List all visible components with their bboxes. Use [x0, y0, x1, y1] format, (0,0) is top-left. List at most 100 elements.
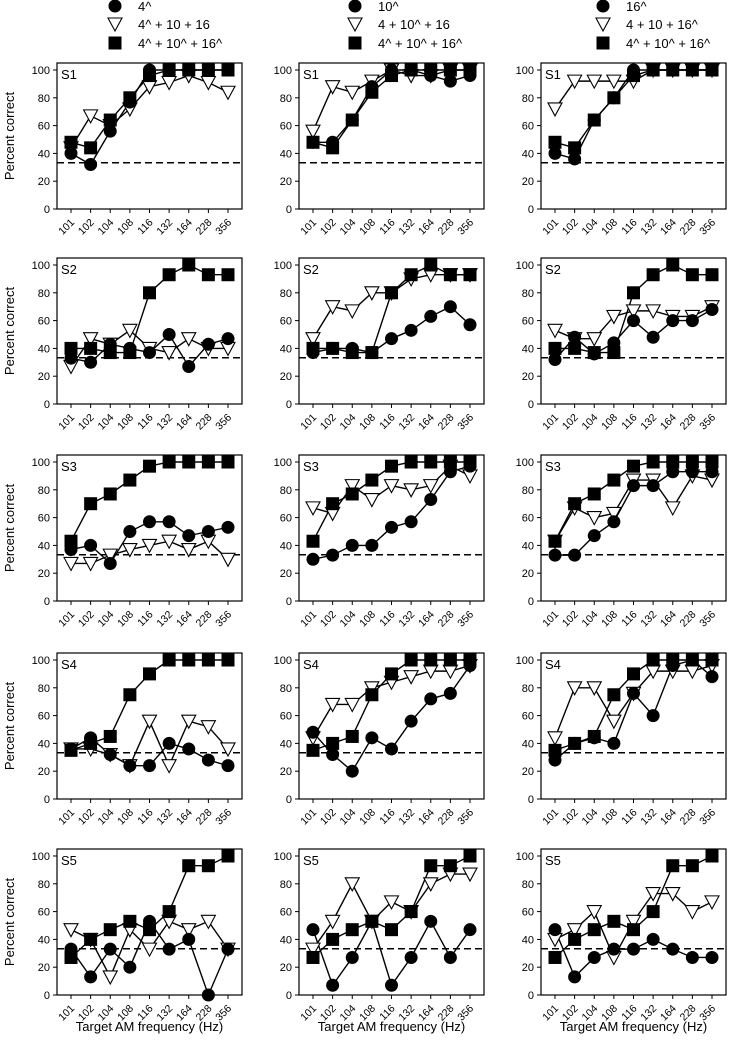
data-point-4hat [201, 988, 215, 1002]
data-point-4-plus-10hat-plus-16 [344, 304, 361, 320]
data-point-4hat [221, 759, 235, 773]
data-point-4hat-plus-10hat-plus-16hat [201, 455, 215, 469]
data-point-4hat-plus-10hat-plus-16hat [326, 341, 340, 355]
data-point-4hat-plus-10hat-plus-16hat [443, 268, 457, 282]
y-tick-label: 40 [38, 738, 50, 750]
data-point-16hat [548, 548, 562, 562]
data-point-4hat-plus-10-plus-16 [200, 720, 217, 735]
data-point-4-plus-10hat-plus-16 [305, 942, 321, 958]
y-tick-label: 80 [280, 288, 292, 300]
data-point-4hat [221, 520, 235, 534]
x-axis-title-col-1: Target AM frequency (Hz) [76, 1019, 223, 1034]
data-point-4hat-plus-10hat-plus-16hat [182, 455, 196, 469]
data-point-4-plus-10-plus-16hat [625, 304, 642, 320]
data-point-4hat-plus-10-plus-16 [220, 85, 236, 101]
data-point-4hat-plus-10hat-plus-16hat [463, 268, 477, 282]
data-point-4-plus-10-plus-16hat [645, 304, 662, 320]
data-point-4-plus-10hat-plus-16 [324, 80, 341, 95]
legend-marker-4-plus-10-plus-16hat [595, 17, 611, 33]
data-point-4-plus-10hat-plus-16 [363, 492, 380, 508]
y-tick-label: 0 [528, 204, 534, 216]
y-tick-label: 100 [32, 260, 50, 272]
x-tick-label: 228 [678, 807, 699, 828]
x-tick-label: 108 [115, 807, 136, 828]
x-tick-label: 132 [396, 217, 417, 238]
data-point-4hat-plus-10-plus-16 [102, 970, 119, 986]
data-point-10hat [385, 978, 398, 992]
data-point-4hat-plus-10hat-plus-16hat [143, 459, 156, 473]
x-tick-label: 104 [579, 609, 600, 630]
data-point-4hat [103, 942, 117, 956]
x-tick-label: 101 [56, 807, 77, 828]
data-point-4hat-plus-10hat-plus-16hat [326, 736, 340, 750]
data-point-4hat [84, 970, 98, 984]
data-point-4-plus-10-plus-16hat [586, 681, 603, 696]
x-tick-label: 116 [619, 412, 639, 432]
y-tick-label: 20 [522, 766, 534, 778]
data-point-4hat [123, 960, 137, 974]
y-tick-label: 40 [38, 540, 50, 552]
data-point-4-plus-10hat-plus-16 [324, 300, 341, 315]
x-tick-label: 164 [416, 807, 437, 828]
data-point-16hat [705, 302, 719, 316]
x-tick-label: 101 [56, 609, 77, 630]
data-point-4hat-plus-10hat-plus-16hat [587, 346, 601, 360]
y-tick-label: 100 [274, 260, 292, 272]
data-point-4hat [201, 753, 215, 767]
data-point-4hat-plus-10hat-plus-16hat [685, 268, 699, 282]
data-point-4-plus-10hat-plus-16 [422, 479, 439, 494]
data-point-4hat-plus-10-plus-16 [200, 75, 217, 91]
y-tick-label: 0 [286, 204, 292, 216]
x-tick-label: 132 [154, 807, 175, 828]
data-point-4hat-plus-10hat-plus-16hat [705, 268, 719, 282]
y-tick-label: 100 [32, 457, 50, 469]
data-point-4hat [221, 332, 235, 346]
y-tick-label: 0 [44, 794, 50, 806]
x-tick-label: 102 [76, 412, 97, 433]
data-point-4hat [143, 346, 156, 360]
y-tick-label: 0 [528, 596, 534, 608]
x-tick-label: 228 [678, 609, 699, 630]
data-point-4hat-plus-10hat-plus-16hat [705, 849, 719, 863]
legend-marker-10hat [348, 0, 362, 13]
y-tick-label: 100 [32, 655, 50, 667]
data-point-16hat [607, 515, 621, 529]
y-axis-title-row-2: Percent correct [2, 287, 17, 376]
data-point-4-plus-10hat-plus-16 [305, 501, 321, 517]
data-point-4hat-plus-10hat-plus-16hat [365, 473, 379, 487]
data-point-4hat-plus-10hat-plus-16hat [84, 932, 98, 946]
data-point-10hat [326, 548, 340, 562]
data-point-4hat [162, 942, 176, 956]
x-tick-label: 228 [678, 412, 699, 433]
y-axis-title-row-5: Percent correct [2, 878, 17, 967]
y-tick-label: 20 [522, 371, 534, 383]
y-tick-label: 0 [44, 990, 50, 1002]
data-point-4hat-plus-10hat-plus-16hat [201, 859, 215, 873]
data-point-4hat-plus-10hat-plus-16hat [385, 667, 398, 681]
data-point-4hat-plus-10hat-plus-16hat [424, 63, 438, 77]
x-tick-label: 132 [638, 217, 659, 238]
y-tick-label: 60 [38, 907, 50, 919]
data-point-4hat-plus-10hat-plus-16hat [162, 905, 176, 919]
x-tick-label: 164 [658, 217, 679, 238]
x-tick-label: 102 [560, 217, 581, 238]
y-tick-label: 80 [522, 288, 534, 300]
data-point-4-plus-10-plus-16hat [547, 323, 563, 339]
data-point-4hat-plus-10hat-plus-16hat [666, 653, 680, 667]
data-point-4hat-plus-10hat-plus-16hat [385, 286, 398, 300]
x-tick-label: 132 [154, 217, 175, 238]
x-tick-label: 132 [396, 412, 417, 433]
y-tick-label: 40 [280, 540, 292, 552]
data-point-4hat-plus-10hat-plus-16hat [685, 859, 699, 873]
data-point-16hat [646, 932, 660, 946]
data-point-4-plus-10hat-plus-16 [344, 85, 361, 101]
data-point-4hat-plus-10hat-plus-16hat [627, 459, 640, 473]
data-point-4-plus-10-plus-16hat [547, 731, 563, 747]
y-tick-label: 80 [280, 485, 292, 497]
data-point-4-plus-10-plus-16hat [684, 905, 701, 920]
y-tick-label: 80 [38, 288, 50, 300]
data-point-4hat-plus-10hat-plus-16hat [64, 950, 78, 964]
